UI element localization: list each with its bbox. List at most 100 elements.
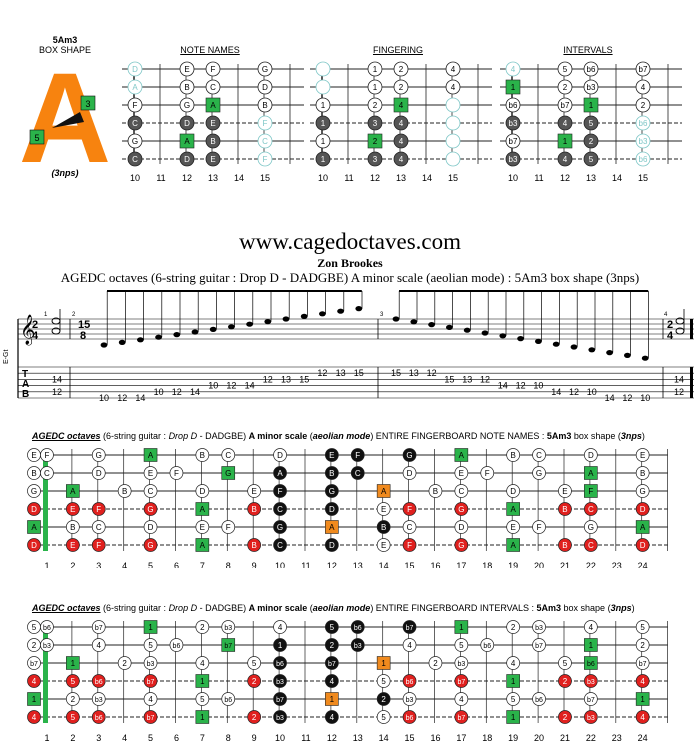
note-label: b3 [147,661,155,668]
fret-number: 13 [353,733,363,743]
note-dot [325,484,339,498]
note-label: G [458,541,464,550]
mini-note-dot [583,115,599,131]
mini-note-label: 2 [641,101,646,110]
note-label: A [329,523,335,532]
root-marker [584,466,598,480]
measure-number: 2 [72,312,76,318]
fret-number: 24 [638,733,648,743]
fret-number: 23 [612,733,622,743]
note-label: b7 [95,625,103,632]
note-label: E [31,451,36,460]
note-dot [117,656,132,670]
note-dot [402,520,417,534]
note-dot [635,656,650,670]
note-label: b6 [276,661,284,668]
mini-note-label: b6 [587,65,596,74]
fret-number: 19 [508,561,518,568]
mini-note-dot [205,115,221,131]
note-label: 4 [640,677,645,686]
root-marker [195,538,210,552]
note-label: F [588,487,593,496]
note-head [463,327,471,333]
fret-number: 5 [148,561,153,568]
tab-number: 12 [263,374,273,384]
mini-note-dot [205,133,221,149]
note-dot [65,710,80,724]
note-dot [454,538,469,552]
note-label: D [31,541,37,550]
fret-number: 6 [174,561,179,568]
fret-number: 24 [638,561,648,568]
mini-fret-number: 14 [234,173,244,183]
note-label: B [381,523,386,532]
header-fingering: FINGERING [372,45,423,55]
note-dot [143,656,158,670]
note-label: b6 [43,625,51,632]
note-label: 5 [459,641,464,650]
note-dot [273,692,287,706]
note-head [410,319,418,325]
fret-number: 3 [96,733,101,743]
note-label: E [70,541,75,550]
note-dot [635,638,650,652]
root-marker [143,620,158,634]
note-dot [532,692,546,706]
note-dot [454,520,469,534]
note-dot [402,638,417,652]
note-dot [91,448,106,462]
note-dot [583,520,598,534]
mini-fret-number: 14 [612,173,622,183]
note-dot [143,502,158,516]
note-dot [65,674,80,688]
note-label: 1 [200,677,205,686]
fingerboard-intervals-title: AGEDC octaves (6-string guitar : Drop D … [32,603,635,613]
note-label: A [70,487,76,496]
note-label: E [70,505,75,514]
note-head [191,329,199,335]
note-label: 5 [148,641,153,650]
note-dot [402,538,417,552]
fingerboard-intervals: 1 2 3 4 5 6 7 8 9 10 11 12 13 14 15 16 17 18 19 20 21 22 23 245… [27,620,668,743]
note-label: D [199,487,205,496]
tab-number: 13 [281,374,291,384]
note-label: E [510,523,515,532]
mini-note-dot [445,151,461,167]
mini-note-dot [505,97,521,113]
mini-note-dot [257,97,273,113]
fret-number: 19 [508,733,518,743]
mini-fret-number: 13 [208,173,218,183]
note-dot [27,674,41,688]
note-label: b3 [457,661,465,668]
mini-note-dot [557,151,573,167]
fret-number: 6 [174,733,179,743]
mini-note-label: 4 [641,83,646,92]
tab-letter: T [22,369,28,380]
note-label: D [96,469,102,478]
mini-fret-number: 10 [130,173,140,183]
note-dot [635,710,650,724]
note-label: 5 [200,695,205,704]
mini-fret-number: 15 [448,173,458,183]
note-label: b7 [30,661,38,668]
note-label: G [406,451,412,460]
note-label: 4 [32,713,37,722]
header-note-names: NOTE NAMES [180,45,240,55]
mini-fret-number: 11 [344,173,353,183]
note-label: b7 [147,715,155,722]
tab-number: 14 [605,393,615,403]
mini-note-label: 2 [373,137,378,146]
note-label: D [510,487,516,496]
tab-number: 10 [154,387,164,397]
mini-note-label: B [262,101,267,110]
note-dot [65,538,80,552]
mini-note-dot [557,79,573,95]
note-dot [247,538,261,552]
note-dot [428,656,443,670]
note-label: 4 [511,659,516,668]
note-label: E [381,541,386,550]
mini-note-label: F [263,155,268,164]
note-dot [273,620,287,634]
note-dot [402,710,417,724]
